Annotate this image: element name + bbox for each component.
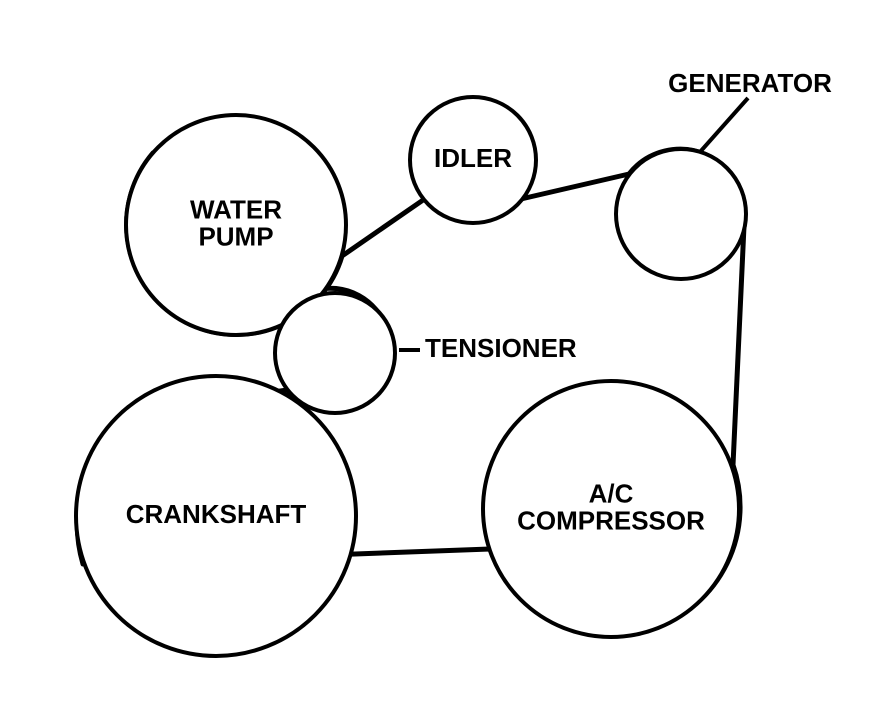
generator-pulley [616, 149, 746, 279]
crankshaft-label: CRANKSHAFT [126, 499, 307, 529]
tensioner-label: TENSIONER [425, 333, 577, 363]
belt-routing-diagram: WATERPUMP IDLER CRANKSHAFT A/CCOMPRESSOR… [0, 0, 879, 711]
generator-leader-line [700, 98, 748, 152]
water-pump-label: WATERPUMP [190, 194, 282, 251]
generator-label: GENERATOR [668, 68, 832, 98]
idler-label: IDLER [434, 143, 512, 173]
tensioner-pulley [275, 293, 395, 413]
